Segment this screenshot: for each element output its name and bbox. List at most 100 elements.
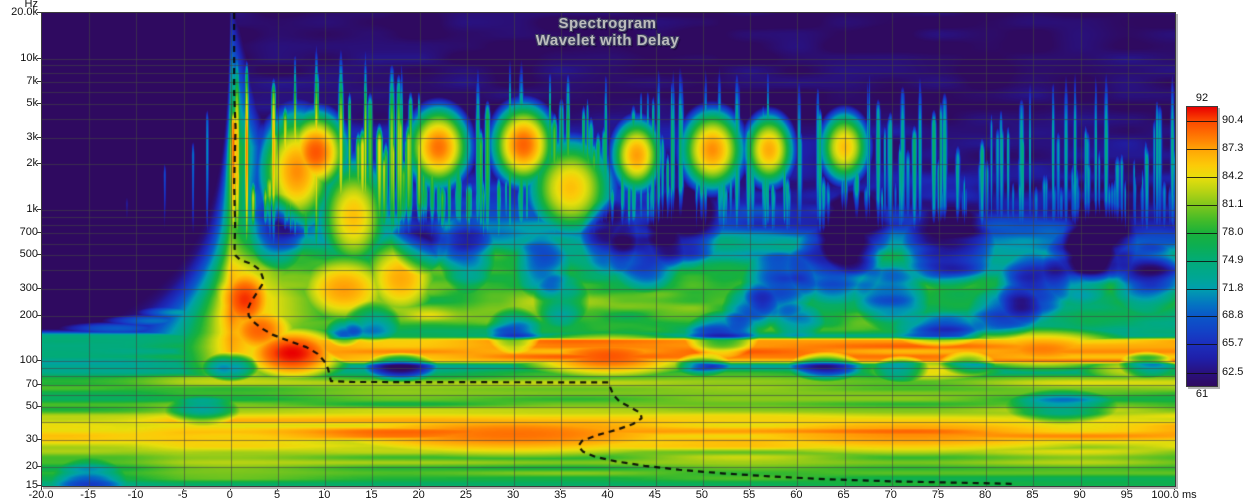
plot-frame <box>41 12 1176 487</box>
x-tick-label: 55 <box>743 489 756 501</box>
y-tick-label: 1k <box>26 202 38 215</box>
x-tick-mark <box>88 486 89 490</box>
y-tick-mark <box>37 466 41 467</box>
x-tick-mark <box>796 486 797 490</box>
colorbar <box>1186 106 1218 387</box>
x-tick-mark <box>1127 486 1128 490</box>
y-tick-mark <box>37 254 41 255</box>
x-tick-label: -10 <box>127 489 144 501</box>
x-tick-label: -20.0 <box>28 489 54 501</box>
x-tick-label: 35 <box>554 489 567 501</box>
colorbar-level-line <box>1187 343 1217 345</box>
x-tick-label: 60 <box>790 489 803 501</box>
x-tick-mark <box>324 486 325 490</box>
colorbar-level-line <box>1187 233 1217 234</box>
y-tick-mark <box>37 209 41 210</box>
x-tick-label: 100.0 ms <box>1151 489 1197 501</box>
x-tick-mark <box>466 486 467 490</box>
y-tick-label: 700 <box>19 226 38 239</box>
y-tick-label: 70 <box>25 377 38 390</box>
colorbar-level-line <box>1187 205 1217 207</box>
x-tick-mark <box>702 486 703 490</box>
y-tick-label: 10k <box>20 51 38 64</box>
x-tick-label: 85 <box>1026 489 1039 501</box>
colorbar-min-label: 61 <box>1195 388 1209 400</box>
x-tick-label: -5 <box>177 489 188 501</box>
spectrogram-canvas[interactable] <box>42 13 1175 486</box>
x-tick-mark <box>371 486 372 490</box>
x-tick-label: 50 <box>695 489 709 501</box>
x-tick-mark <box>41 486 42 490</box>
y-tick-mark <box>37 485 41 486</box>
x-tick-mark <box>985 486 986 490</box>
y-tick-label: 5k <box>26 97 38 110</box>
colorbar-level-line <box>1187 372 1217 374</box>
x-tick-label: 25 <box>459 489 472 501</box>
x-tick-mark <box>749 486 750 490</box>
x-tick-label: 20 <box>412 489 425 501</box>
x-tick-label: -15 <box>80 489 97 501</box>
x-tick-label: 75 <box>931 489 945 501</box>
x-tick-mark <box>1174 486 1175 490</box>
x-tick-label: 95 <box>1120 489 1133 501</box>
x-tick-mark <box>560 486 561 490</box>
x-tick-mark <box>513 486 514 490</box>
colorbar-level-line <box>1187 121 1217 123</box>
x-tick-mark <box>419 486 420 490</box>
y-tick-label: 2k <box>26 157 38 170</box>
x-tick-label: 90 <box>1073 489 1086 501</box>
x-tick-mark <box>844 486 845 490</box>
y-tick-mark <box>37 384 41 385</box>
x-tick-mark <box>608 486 609 490</box>
y-tick-mark <box>37 288 41 289</box>
y-tick-mark <box>37 360 41 361</box>
y-tick-mark <box>37 58 41 59</box>
colorbar-tick-label: 90.4 <box>1222 114 1244 127</box>
y-tick-mark <box>37 163 41 164</box>
y-tick-mark <box>37 12 41 13</box>
y-tick-label: 30 <box>25 433 38 446</box>
x-tick-mark <box>230 486 231 490</box>
colorbar-level-line <box>1187 260 1217 262</box>
x-tick-label: 65 <box>837 489 850 501</box>
colorbar-tick-label: 62.5 <box>1222 365 1244 378</box>
x-tick-mark <box>277 486 278 490</box>
x-tick-label: 80 <box>979 489 992 501</box>
colorbar-level-line <box>1187 288 1217 290</box>
x-tick-mark <box>938 486 939 490</box>
y-tick-mark <box>37 439 41 440</box>
y-tick-label: 50 <box>25 399 38 412</box>
colorbar-tick-label: 78.0 <box>1222 226 1244 238</box>
y-tick-mark <box>37 315 41 316</box>
x-tick-mark <box>891 486 892 490</box>
colorbar-max-label: 92 <box>1195 92 1209 104</box>
y-axis-unit-label: Hz <box>24 0 38 10</box>
y-tick-label: 7k <box>26 75 38 87</box>
x-tick-mark <box>655 486 656 490</box>
y-tick-label: 100 <box>19 354 38 367</box>
colorbar-tick-label: 65.7 <box>1222 336 1244 349</box>
x-tick-label: 15 <box>365 489 378 501</box>
x-tick-label: 30 <box>506 489 520 501</box>
y-tick-mark <box>37 406 41 407</box>
y-tick-label: 15 <box>25 479 38 491</box>
y-tick-mark <box>37 232 41 233</box>
x-tick-label: 45 <box>648 489 661 501</box>
y-tick-mark <box>37 137 41 138</box>
colorbar-tick-label: 74.9 <box>1222 253 1244 266</box>
y-tick-label: 20 <box>25 460 38 473</box>
x-tick-mark <box>1080 486 1081 490</box>
x-tick-mark <box>1032 486 1033 490</box>
colorbar-level-line <box>1187 177 1217 179</box>
colorbar-tick-label: 81.1 <box>1222 198 1244 211</box>
colorbar-level-line <box>1187 149 1217 151</box>
x-tick-mark <box>183 486 184 490</box>
y-tick-mark <box>37 103 41 104</box>
x-tick-label: 40 <box>601 489 614 501</box>
y-tick-mark <box>37 81 41 82</box>
colorbar-tick-label: 87.3 <box>1222 142 1244 155</box>
x-tick-label: 70 <box>884 489 897 501</box>
y-tick-label: 3k <box>26 130 38 143</box>
x-tick-mark <box>135 486 136 490</box>
